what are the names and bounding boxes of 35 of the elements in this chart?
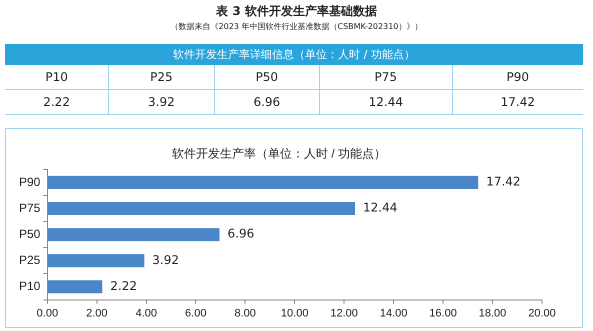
x-tick-label: 6.00 [185, 307, 206, 320]
y-tick-label: P10 [18, 279, 41, 294]
category-label: P25 [150, 70, 173, 84]
category-label: P50 [256, 70, 278, 84]
data-label: 2.22 [110, 278, 137, 293]
x-tick-label: 18.00 [478, 307, 506, 320]
text: 2.22 [5, 90, 109, 114]
data-label: 3.92 [152, 252, 180, 267]
text: 6.96 [214, 90, 320, 114]
x-tick-label: 20.00 [528, 307, 556, 320]
y-tick-label: P25 [18, 252, 41, 267]
x-tick-label: 12.00 [330, 307, 358, 320]
data-label: 17.42 [486, 174, 521, 189]
category-label: P10 [45, 70, 68, 84]
text: 12.44 [320, 90, 452, 114]
text: 表 3 软件开发生产率基础数据 [215, 3, 378, 20]
text: （数据来自《2023 年中国软件行业基准数据（CSBMK-202310）》） [170, 21, 424, 32]
text: 软件开发生产率详细信息（单位：人时 / 功能点） [5, 44, 583, 65]
y-tick-label: P75 [18, 200, 41, 215]
x-tick-label: 10.00 [280, 307, 308, 320]
x-tick-label: 0.00 [36, 307, 58, 320]
text: 3.92 [108, 90, 214, 114]
category-label: P75 [374, 70, 398, 84]
x-tick-label: 16.00 [429, 307, 457, 320]
data-label: 12.44 [363, 200, 398, 215]
x-tick-label: 2.00 [86, 307, 108, 320]
x-tick-label: 8.00 [234, 307, 256, 320]
y-tick-label: P50 [18, 226, 41, 241]
x-tick-label: 4.00 [136, 307, 157, 320]
category-label: P90 [506, 70, 530, 84]
chart-title: 软件开发生产率（单位：人时 / 功能点） [172, 146, 386, 161]
text: 17.42 [452, 90, 583, 114]
y-tick-label: P90 [18, 174, 41, 189]
data-label: 6.96 [227, 226, 254, 241]
x-tick-label: 14.00 [380, 307, 408, 320]
